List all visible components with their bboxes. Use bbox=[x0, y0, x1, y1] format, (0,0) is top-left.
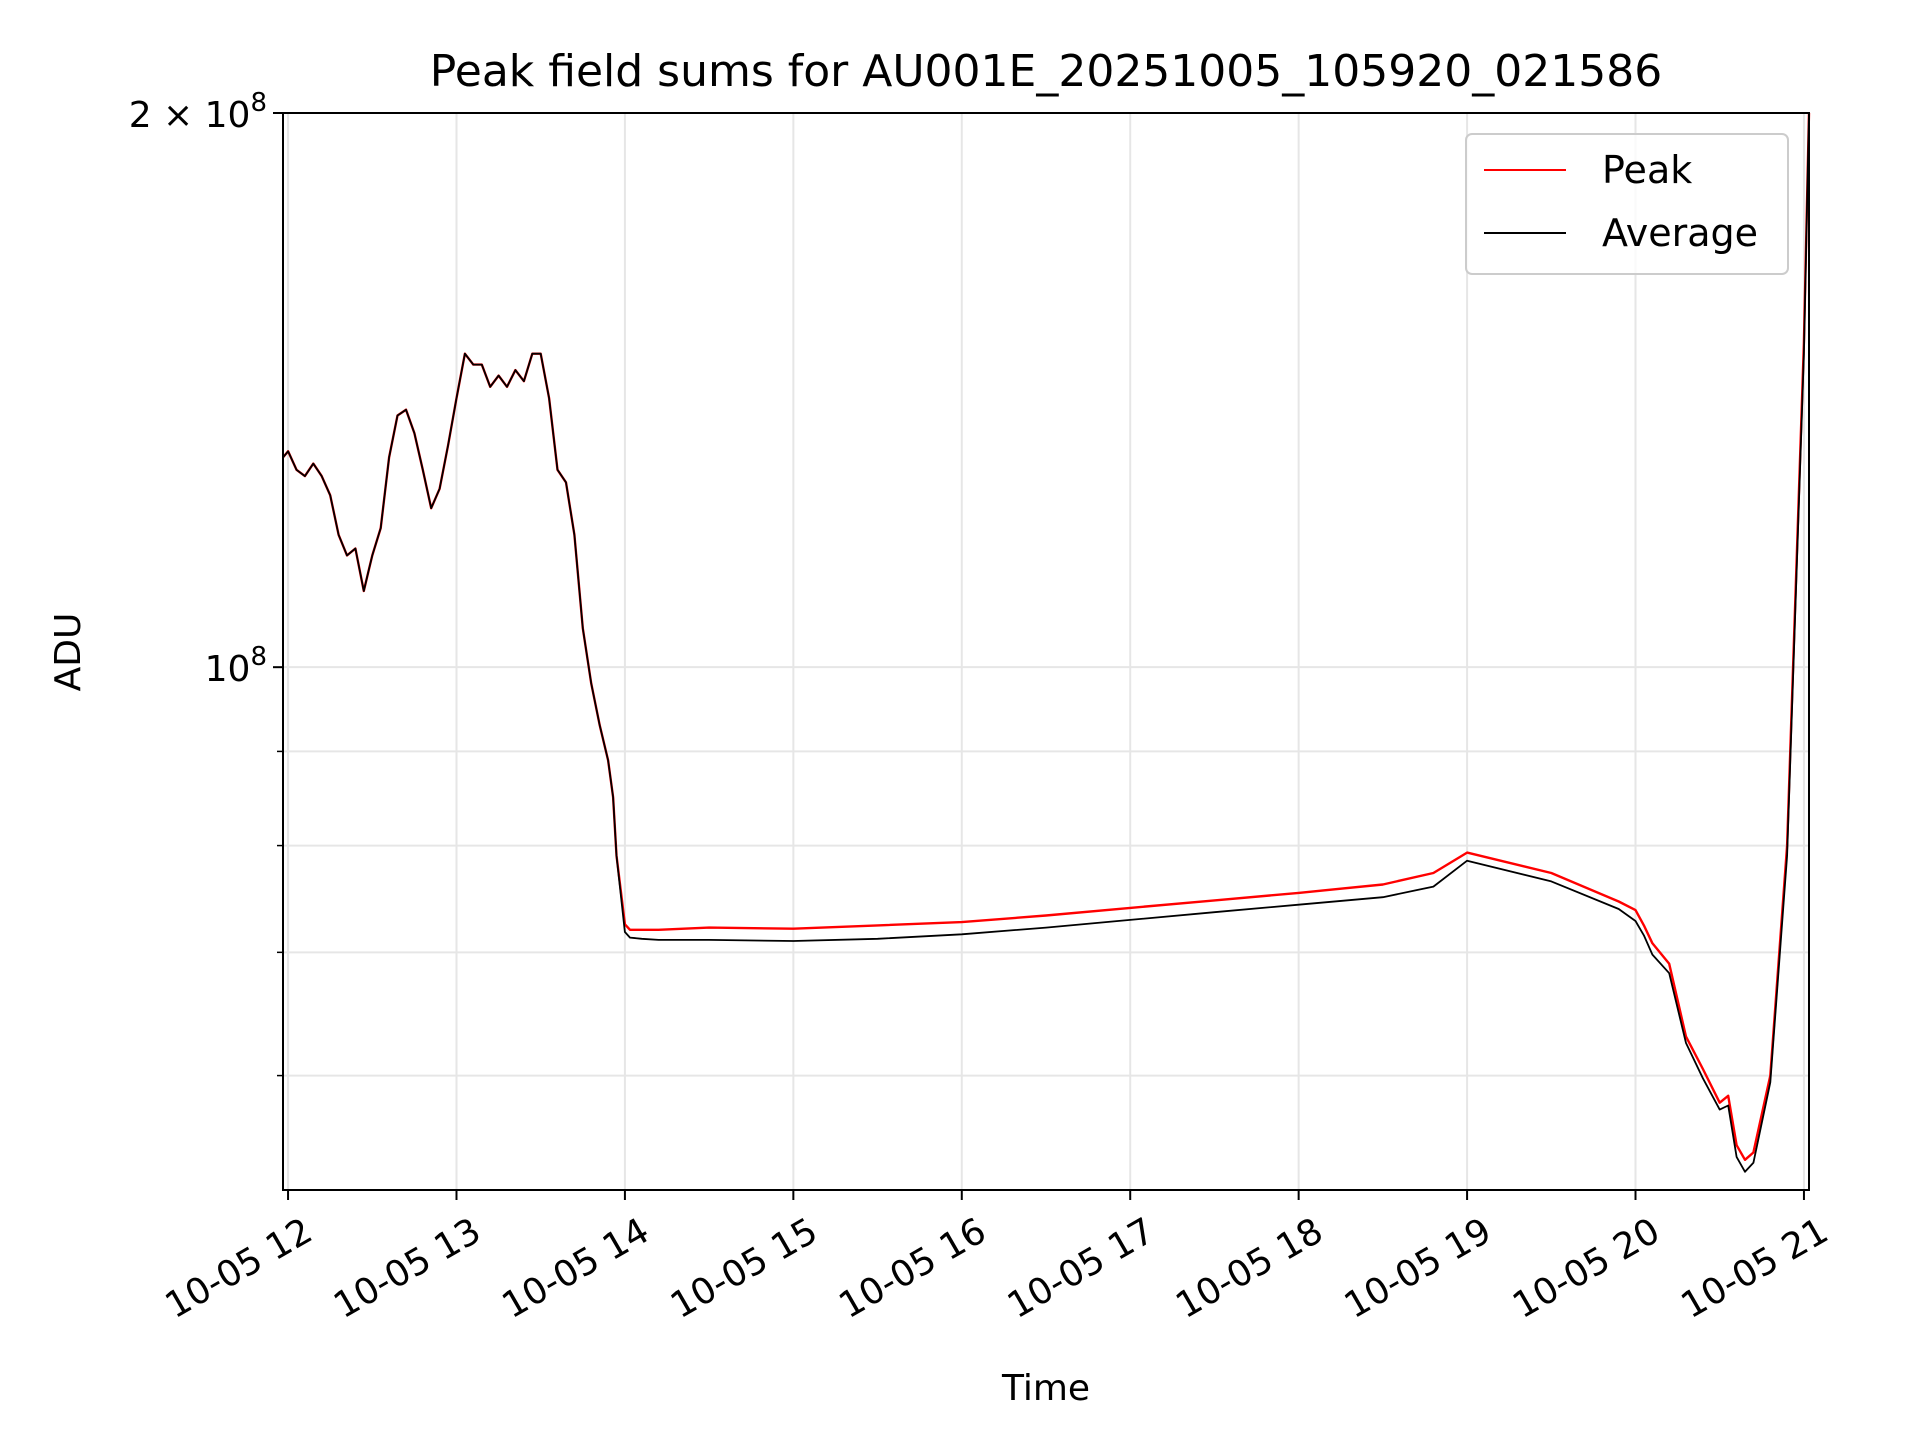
y-axis-label: ADU bbox=[48, 613, 89, 692]
plot-frame bbox=[282, 112, 1810, 1191]
series-line-average bbox=[282, 112, 1810, 1173]
y-tick-label-1: 2 × 108 bbox=[129, 88, 267, 136]
legend-peak-label: Peak bbox=[1602, 148, 1692, 192]
x-axis-label: Time bbox=[1001, 1368, 1090, 1409]
legend: Peak Average bbox=[1465, 133, 1789, 275]
y-axis-ticks: 108 2 × 108 bbox=[129, 88, 283, 1077]
chart-title: Peak field sums for AU001E_20251005_1059… bbox=[430, 46, 1662, 97]
y-tick-label-0: 108 bbox=[205, 642, 267, 690]
legend-average-label: Average bbox=[1602, 211, 1758, 255]
data-series bbox=[282, 112, 1811, 1173]
